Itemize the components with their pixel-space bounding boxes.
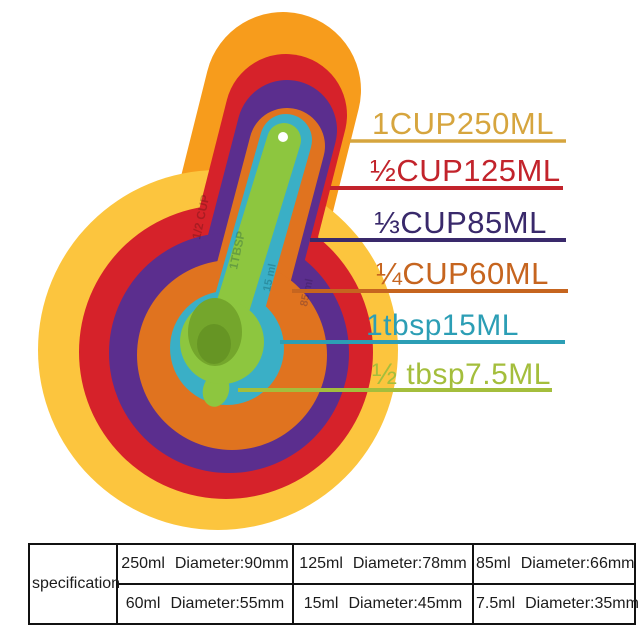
spec-table-row-1: specification 250ml Diameter:90mm 125ml … — [28, 543, 636, 625]
spec-cell-250ml: 250ml Diameter:90mm — [116, 543, 294, 585]
spec-cell-7-5ml: 7.5ml Diameter:35mm — [472, 583, 639, 625]
spec-diameter-7-5ml: Diameter:35mm — [525, 595, 639, 612]
size-label-half-cup: ½CUP125ML — [370, 153, 561, 188]
spoon-green-bowl-shadow — [197, 324, 231, 364]
spec-size-250ml: 250ml — [121, 555, 165, 572]
size-label-half-tbsp: ½ tbsp7.5ML — [372, 358, 551, 391]
spec-cell-60ml: 60ml Diameter:55mm — [116, 583, 294, 625]
size-label-1cup: 1CUP250ML — [372, 106, 554, 141]
spec-cell-15ml: 15ml Diameter:45mm — [292, 583, 474, 625]
size-label-quarter-cup: ¼CUP60ML — [376, 256, 549, 291]
spec-table-row-2: 60ml Diameter:55mm 15ml Diameter:45mm 7.… — [29, 583, 639, 625]
spec-size-15ml: 15ml — [303, 595, 339, 612]
size-label-1tbsp: 1tbsp15ML — [366, 309, 519, 342]
spec-diameter-85ml: Diameter:66mm — [520, 555, 635, 572]
spec-cell-125ml: 125ml Diameter:78mm — [292, 543, 474, 585]
spec-size-60ml: 60ml — [125, 595, 161, 612]
spec-diameter-250ml: Diameter:90mm — [174, 555, 289, 572]
spec-table: specification 250ml Diameter:90mm 125ml … — [28, 543, 639, 625]
size-label-third-cup: ⅓CUP85ML — [374, 205, 547, 240]
spec-diameter-60ml: Diameter:55mm — [170, 595, 285, 612]
spec-size-7-5ml: 7.5ml — [476, 595, 516, 612]
spec-cell-85ml: 85ml Diameter:66mm — [472, 543, 636, 585]
engraving-15ml: 15 ml — [261, 263, 279, 293]
spec-size-125ml: 125ml — [299, 555, 343, 572]
spec-table-header-cell: specification — [28, 543, 120, 625]
spec-diameter-15ml: Diameter:45mm — [348, 595, 463, 612]
spoon-green-hang-hole — [278, 132, 288, 142]
spoon-green-7-5ml — [180, 123, 301, 407]
spec-size-85ml: 85ml — [476, 555, 511, 572]
spec-diameter-125ml: Diameter:78mm — [352, 555, 467, 572]
